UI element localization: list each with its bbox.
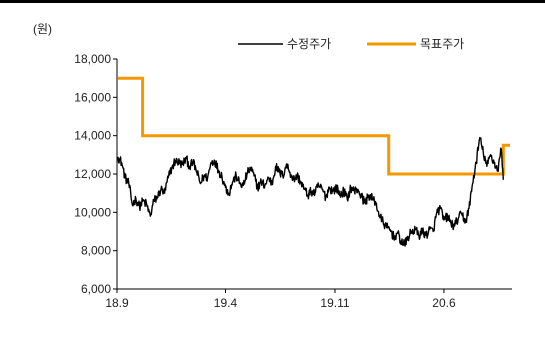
- series-line-adjusted-price: [117, 136, 504, 247]
- y-axis-ticks: 6,000 8,000 10,000 12,000 14,000 16,000 18,000: [74, 52, 117, 296]
- x-tick-label: 19.11: [320, 296, 349, 310]
- x-tick-label: 18.9: [105, 296, 129, 310]
- legend-item-adjusted-price: 수정주가: [238, 37, 331, 51]
- x-tick-label: 20.6: [432, 296, 456, 310]
- top-rule: [0, 0, 545, 3]
- y-tick-label: 16,000: [74, 90, 111, 104]
- legend: 수정주가 목표주가: [238, 37, 464, 51]
- legend-label: 수정주가: [287, 37, 331, 51]
- series-layer: [117, 76, 510, 247]
- x-tick-label: 19.4: [214, 296, 238, 310]
- legend-item-target-price: 목표주가: [367, 37, 464, 51]
- y-tick-label: 6,000: [81, 282, 111, 296]
- y-tick-label: 10,000: [74, 205, 111, 219]
- series-line-target-price: [118, 76, 510, 176]
- y-tick-label: 12,000: [74, 167, 111, 181]
- y-tick-label: 8,000: [81, 244, 111, 258]
- legend-label: 목표주가: [420, 37, 464, 51]
- y-tick-label: 14,000: [74, 129, 111, 143]
- y-tick-label: 18,000: [74, 52, 111, 66]
- x-axis-ticks: 18.9 19.4 19.11 20.6: [105, 289, 456, 310]
- unit-label: (원): [33, 22, 53, 36]
